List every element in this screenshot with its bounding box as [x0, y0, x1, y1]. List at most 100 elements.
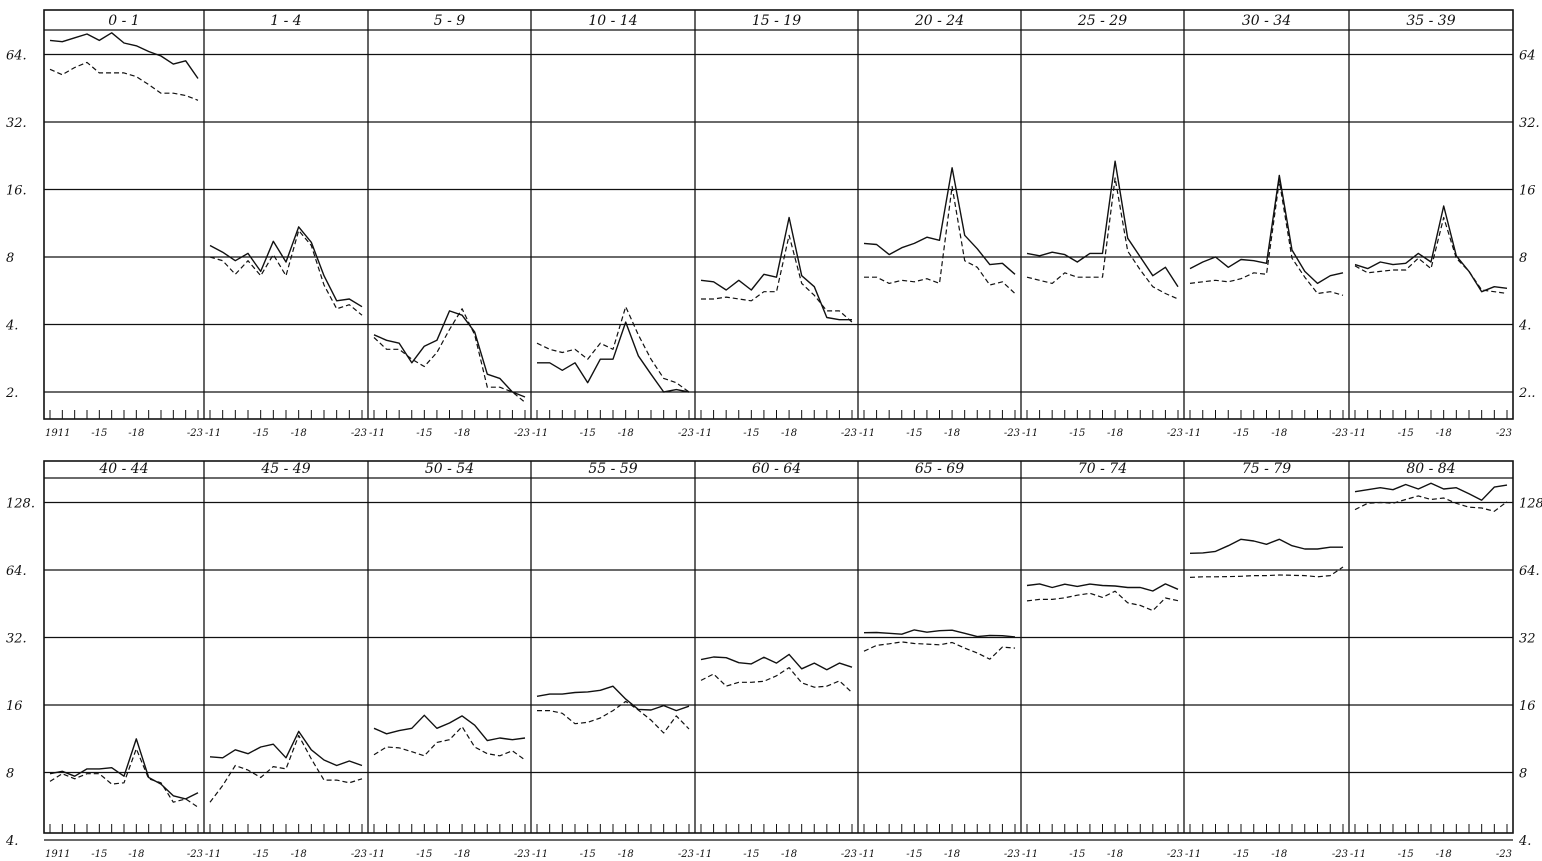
x-tick-label: -15: [1233, 849, 1249, 860]
series-line-dashed: [1026, 590, 1179, 612]
series-line-solid: [1189, 174, 1344, 285]
x-tick-label: -23: [678, 428, 694, 439]
series-line-solid: [1189, 538, 1343, 554]
series-line-dashed: [373, 308, 526, 403]
panel-60-64: 60 - 64 -11 -15 -18 -23: [694, 461, 857, 860]
x-tick-label: -18: [781, 849, 797, 860]
chart-block-2: 128. 64. 32. 16 8 4. 128. 64. 32 16 8 4. 40 - 44 1911…: [5, 460, 1542, 860]
series-line-solid: [1026, 160, 1179, 288]
chart-frame: [43, 9, 1514, 420]
age-group-label: 15 - 19: [752, 13, 801, 29]
age-group-label: 30 - 34: [1242, 13, 1291, 29]
age-group-label: 65 - 69: [915, 461, 964, 477]
x-tick-label: -11: [532, 849, 548, 860]
x-tick-label: -23: [1332, 849, 1348, 860]
x-tick-label: -18: [454, 428, 470, 439]
panel-0-1: 0 - 1 1911 -15 -18 -23: [45, 13, 203, 439]
series-line-dashed: [1354, 495, 1508, 512]
x-tick-label: -18: [1436, 849, 1452, 860]
series-line-dashed: [209, 734, 363, 803]
series-line-solid: [49, 32, 199, 79]
panel-70-74: 70 - 74 -11 -15 -18 -23: [1020, 461, 1183, 860]
series-line-dashed: [1354, 216, 1508, 295]
age-group-label: 10 - 14: [588, 13, 637, 29]
x-tick-label: -18: [291, 428, 307, 439]
x-tick-label: -23: [1496, 849, 1512, 860]
x-tick-label: -11: [1350, 849, 1366, 860]
x-tick-label: -18: [1271, 849, 1287, 860]
x-tick-label: -18: [291, 849, 307, 860]
x-tick-label: -18: [1436, 428, 1452, 439]
x-tick-label: -23: [841, 849, 857, 860]
series-line-solid: [1354, 482, 1508, 501]
x-tick-label: -11: [696, 428, 712, 439]
series-line-solid: [863, 629, 1016, 638]
x-tick-label: -15: [906, 849, 922, 860]
panel-35-39: 35 - 39 -11 -15 -18 -23: [1348, 10, 1512, 439]
series-line-dashed: [49, 748, 199, 808]
x-tick-label: -18: [944, 428, 960, 439]
x-tick-label: -18: [618, 428, 634, 439]
x-tick-label: -23: [187, 428, 203, 439]
x-tick-label: -11: [532, 428, 548, 439]
x-tick-label: -11: [1185, 428, 1201, 439]
x-tick-label: -11: [1185, 849, 1201, 860]
x-tick-label: -23: [1004, 849, 1020, 860]
y-tick-label-right: 32: [1519, 632, 1536, 647]
series-line-dashed: [49, 61, 199, 101]
panel-65-69: 65 - 69 -11 -15 -18 -23: [857, 461, 1020, 860]
x-tick-label: 1911: [45, 428, 70, 439]
series-line-dashed: [863, 641, 1016, 660]
age-group-label: 75 - 79: [1242, 461, 1291, 477]
age-group-label: 80 - 84: [1406, 461, 1455, 477]
panel-10-14: 10 - 14 -11 -15 -18 -23: [530, 10, 694, 439]
x-tick-label: -15: [580, 428, 596, 439]
age-group-label: 5 - 9: [434, 13, 466, 29]
age-group-label: 25 - 29: [1077, 13, 1127, 29]
x-tick-label: -15: [253, 428, 269, 439]
panel-1-4: 1 - 4 -11 -15 -18 -23: [203, 10, 367, 439]
series-line-solid: [537, 321, 690, 393]
x-tick-label: -23: [1496, 428, 1512, 439]
x-tick-label: -15: [416, 849, 432, 860]
series-line-dashed: [1026, 177, 1179, 300]
series-line-dashed: [1189, 180, 1344, 296]
series-line-solid: [700, 216, 852, 321]
x-tick-label: -23: [514, 428, 530, 439]
series-line-dashed: [864, 185, 1016, 294]
y-tick-label-right: 32.: [1519, 116, 1540, 131]
y-tick-label-right: 128.: [1519, 497, 1542, 512]
series-line-dashed: [209, 229, 363, 316]
panel-20-24: 20 - 24 -11 -15 -18 -23: [857, 10, 1020, 439]
panel-25-29: 25 - 29 -11 -15 -18 -23: [1020, 10, 1183, 439]
age-group-label: 40 - 44: [98, 461, 148, 477]
x-tick-label: -23: [351, 849, 367, 860]
series-line-solid: [373, 714, 526, 742]
y-tick-label-right: 64.: [1519, 564, 1540, 579]
age-group-label: 50 - 54: [425, 461, 474, 477]
series-line-dashed: [373, 726, 526, 761]
x-tick-label: -15: [580, 849, 596, 860]
x-tick-label: -18: [781, 428, 797, 439]
x-tick-label: -11: [696, 849, 712, 860]
x-tick-label: 1911: [45, 849, 70, 860]
x-tick-label: -23: [841, 428, 857, 439]
y-tick-label-left: 16: [6, 699, 23, 714]
x-tick-label: -11: [1350, 428, 1366, 439]
y-tick-label-right: 8: [1519, 767, 1527, 782]
x-tick-label: -15: [1398, 849, 1414, 860]
y-tick-label-right: 64: [1519, 49, 1536, 64]
x-tick-label: -11: [205, 849, 221, 860]
age-group-label: 70 - 74: [1078, 461, 1127, 477]
x-tick-label: -23: [351, 428, 367, 439]
series-line-solid: [536, 685, 690, 712]
y-tick-label-right: 16: [1519, 184, 1536, 199]
x-tick-label: -23: [1167, 849, 1183, 860]
x-tick-label: -15: [1069, 849, 1085, 860]
x-tick-label: -18: [128, 849, 144, 860]
y-tick-label-left: 32.: [6, 632, 27, 647]
age-group-label: 55 - 59: [588, 461, 637, 477]
x-tick-label: -11: [1022, 849, 1038, 860]
panel-50-54: 50 - 54 -11 -15 -18 -23: [367, 461, 530, 860]
